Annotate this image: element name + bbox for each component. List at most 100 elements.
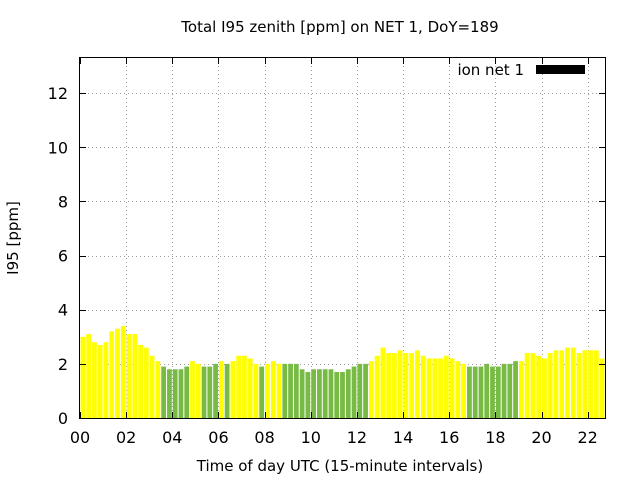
bar <box>242 355 247 418</box>
bars <box>80 325 605 418</box>
bar <box>536 355 542 418</box>
bar <box>282 363 288 418</box>
bar <box>92 342 97 418</box>
bar <box>357 363 363 418</box>
x-tick-label: 06 <box>208 428 228 447</box>
bar <box>420 355 426 418</box>
bar <box>288 363 293 418</box>
bar <box>345 369 351 418</box>
bar <box>524 353 530 418</box>
ticks <box>80 58 605 419</box>
y-axis-label: I95 [ppm] <box>4 201 22 275</box>
x-tick-label: 08 <box>254 428 274 447</box>
bar <box>386 353 392 418</box>
plot-frame <box>79 57 606 419</box>
bar <box>322 369 328 418</box>
bar <box>565 347 570 418</box>
bar <box>132 334 138 418</box>
bar <box>207 366 213 418</box>
bar <box>449 358 455 418</box>
bar <box>490 366 495 418</box>
bar <box>97 344 103 418</box>
legend: ion net 1 <box>457 61 585 79</box>
bar <box>218 361 224 418</box>
bar <box>213 363 218 418</box>
bar <box>374 355 380 418</box>
bar <box>120 325 126 418</box>
bar <box>478 366 484 418</box>
y-tick-label: 12 <box>48 84 68 103</box>
bar <box>507 363 513 418</box>
x-tick-labels: 00 02 04 06 08 10 12 14 16 18 20 22 <box>70 428 598 447</box>
bar <box>311 369 317 418</box>
bar <box>599 358 605 418</box>
bar <box>149 355 155 418</box>
bar <box>143 347 149 418</box>
y-tick-label: 10 <box>48 138 68 157</box>
bar <box>328 369 334 418</box>
bar <box>259 366 265 418</box>
grid <box>80 58 605 418</box>
bar <box>236 355 242 418</box>
bar <box>103 342 109 418</box>
bar <box>190 361 195 418</box>
legend-label: ion net 1 <box>457 61 524 79</box>
bar <box>201 366 207 418</box>
bar <box>518 361 524 418</box>
x-tick-label: 02 <box>116 428 136 447</box>
bar <box>426 358 432 418</box>
x-tick-label: 14 <box>393 428 413 447</box>
bar <box>576 353 582 418</box>
bar <box>443 355 449 418</box>
bar <box>224 363 230 418</box>
bar <box>178 369 184 418</box>
bar <box>172 369 178 418</box>
bar <box>299 369 305 418</box>
bar <box>293 363 299 418</box>
bar <box>438 358 443 418</box>
bar <box>161 366 167 418</box>
bar <box>80 336 86 418</box>
bar <box>276 363 282 418</box>
bar <box>593 350 599 418</box>
bar <box>138 344 143 418</box>
bar <box>247 358 253 418</box>
bar <box>432 358 438 418</box>
bar <box>253 363 259 418</box>
x-tick-label: 18 <box>485 428 505 447</box>
bar <box>109 331 115 418</box>
bar <box>403 353 409 418</box>
legend-swatch <box>536 65 585 74</box>
bar <box>559 350 565 418</box>
bar <box>340 371 345 418</box>
bar <box>472 366 478 418</box>
bar <box>467 366 472 418</box>
bar <box>368 361 374 418</box>
bar <box>230 361 236 418</box>
bar <box>455 361 461 418</box>
bar <box>513 361 518 418</box>
bar <box>351 366 357 418</box>
bar <box>167 369 172 418</box>
bar <box>265 363 270 418</box>
bar <box>553 350 559 418</box>
bar <box>530 353 536 418</box>
x-tick-label: 16 <box>439 428 459 447</box>
bar <box>461 363 467 418</box>
bar <box>86 334 92 418</box>
bar <box>501 363 507 418</box>
bar <box>184 366 190 418</box>
bar <box>570 347 576 418</box>
y-tick-label: 2 <box>58 355 68 374</box>
bar <box>305 371 311 418</box>
x-tick-label: 22 <box>578 428 598 447</box>
bar <box>542 358 547 418</box>
bar <box>270 361 276 418</box>
x-tick-label: 20 <box>531 428 551 447</box>
bar <box>155 361 161 418</box>
y-tick-label: 6 <box>58 247 68 266</box>
y-tick-labels: 0 2 4 6 8 10 12 <box>48 84 68 428</box>
bar <box>380 347 386 418</box>
x-tick-label: 04 <box>162 428 182 447</box>
